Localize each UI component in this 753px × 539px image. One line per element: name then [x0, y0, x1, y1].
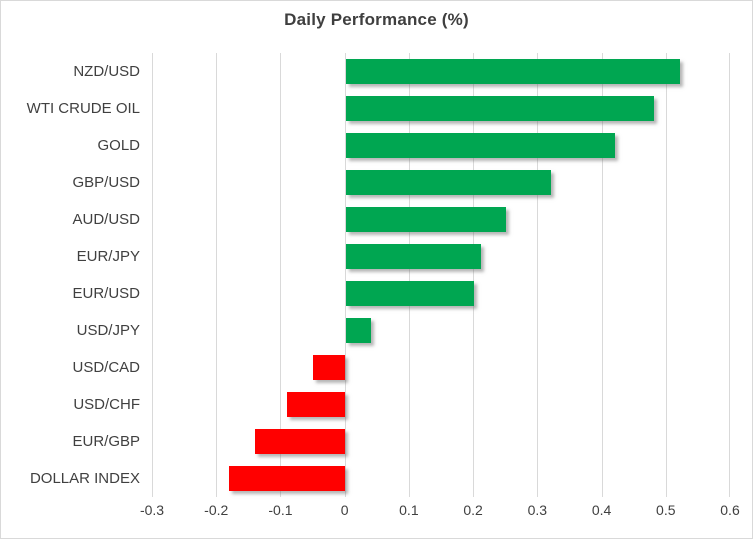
bar-eur-jpy — [345, 244, 481, 269]
category-label: WTI CRUDE OIL — [26, 100, 140, 117]
category-axis: NZD/USD WTI CRUDE OIL GOLD GBP/USD AUD/USD EU… — [1, 53, 140, 497]
bar-usd-jpy — [345, 318, 372, 343]
gridline — [473, 53, 474, 497]
bar-gold — [345, 133, 616, 158]
category-label: GBP/USD — [72, 174, 140, 191]
gridline — [409, 53, 410, 497]
gridline — [216, 53, 217, 497]
category-label: GOLD — [97, 137, 140, 154]
x-tick-label: -0.3 — [139, 502, 165, 518]
bar-eur-gbp — [254, 429, 345, 454]
bar-usd-cad — [312, 355, 345, 380]
bar-gbp-usd — [345, 170, 552, 195]
gridline — [666, 53, 667, 497]
x-tick-label: -0.2 — [204, 502, 229, 518]
bar-wti-crude-oil — [345, 96, 654, 121]
category-label: AUD/USD — [72, 211, 140, 228]
x-tick-label: -0.1 — [268, 502, 293, 518]
bar-nzd-usd — [345, 59, 680, 84]
bar-eur-usd — [345, 281, 475, 306]
x-tick-label: 0.1 — [399, 502, 419, 518]
value-axis: -0.3 -0.2 -0.1 0 0.1 0.2 0.3 0.4 0.5 0.6 — [1, 502, 752, 522]
gridline — [345, 53, 346, 497]
x-tick-label: 0.2 — [463, 502, 483, 518]
category-label: EUR/JPY — [76, 248, 140, 265]
bar-dollar-index — [229, 466, 345, 491]
category-label: USD/CHF — [73, 396, 140, 413]
x-tick-label: 0.6 — [720, 502, 740, 518]
category-label: NZD/USD — [73, 63, 140, 80]
gridline — [152, 53, 153, 497]
x-tick-label: 0.3 — [527, 502, 548, 518]
gridline — [729, 53, 730, 497]
category-label: DOLLAR INDEX — [29, 470, 140, 487]
gridline — [602, 53, 603, 497]
x-tick-label: 0.5 — [656, 502, 676, 518]
bar-usd-chf — [286, 392, 345, 417]
gridline — [537, 53, 538, 497]
bar-aud-usd — [345, 207, 507, 232]
category-label: EUR/USD — [72, 285, 140, 302]
plot-area — [152, 53, 730, 497]
gridline — [280, 53, 281, 497]
category-label: USD/CAD — [72, 359, 140, 376]
chart-title: Daily Performance (%) — [284, 10, 469, 29]
category-label: EUR/GBP — [72, 433, 140, 450]
x-tick-label: 0 — [340, 502, 349, 518]
x-tick-label: 0.4 — [591, 502, 612, 518]
category-label: USD/JPY — [76, 322, 140, 339]
